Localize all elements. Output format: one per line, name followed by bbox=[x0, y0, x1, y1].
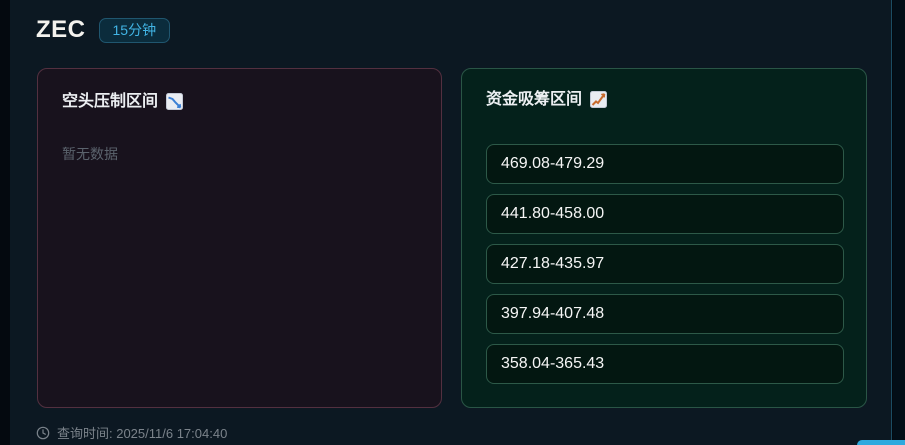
query-time-text: 查询时间: 2025/11/6 17:04:40 bbox=[57, 426, 228, 441]
short-pressure-title-label: 空头压制区间 bbox=[62, 93, 159, 110]
range-row: 469.08-479.29 bbox=[486, 144, 844, 184]
header: ZEC 15分钟 bbox=[36, 16, 171, 44]
horizontal-scrollbar-thumb[interactable] bbox=[857, 440, 905, 445]
right-edge-strip bbox=[893, 0, 905, 445]
footer: 查询时间: 2025/11/6 17:04:40 bbox=[36, 423, 227, 442]
range-row: 358.04-365.43 bbox=[486, 344, 844, 384]
clock-icon bbox=[36, 426, 50, 440]
range-row: 427.18-435.97 bbox=[486, 244, 844, 284]
accumulation-title-label: 资金吸筹区间 bbox=[486, 91, 583, 108]
symbol-title: ZEC bbox=[36, 16, 86, 43]
main-content: ZEC 15分钟 空头压制区间 暂无数据 资金吸筹区间 bbox=[10, 0, 892, 445]
range-list: 469.08-479.29 441.80-458.00 427.18-435.9… bbox=[486, 144, 844, 384]
accumulation-panel: 资金吸筹区间 469.08-479.29 441.80-458.00 427.1… bbox=[461, 68, 867, 408]
range-row: 397.94-407.48 bbox=[486, 294, 844, 334]
no-data-text: 暂无数据 bbox=[62, 146, 118, 162]
accumulation-panel-title: 资金吸筹区间 bbox=[486, 91, 842, 108]
short-pressure-panel: 空头压制区间 暂无数据 bbox=[37, 68, 442, 408]
chart-decreasing-icon bbox=[166, 93, 184, 110]
short-pressure-panel-title: 空头压制区间 bbox=[62, 93, 417, 110]
chart-increasing-icon bbox=[590, 91, 608, 108]
timeframe-badge[interactable]: 15分钟 bbox=[98, 17, 171, 43]
range-row: 441.80-458.00 bbox=[486, 194, 844, 234]
